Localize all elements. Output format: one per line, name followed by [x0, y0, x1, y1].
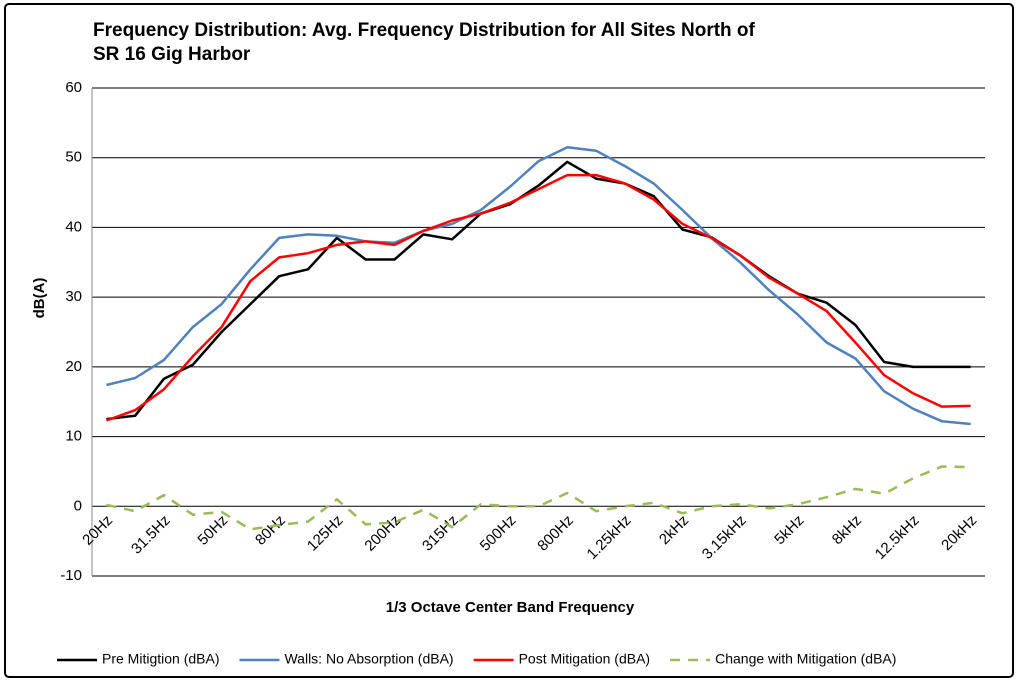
y-tick-label: 50 — [65, 149, 82, 166]
series-line — [105, 173, 971, 422]
series-line — [106, 465, 971, 531]
y-tick-label: 60 — [65, 79, 82, 96]
legend-label: Post Mitigation (dBA) — [519, 651, 651, 667]
legend-label: Change with Mitigation (dBA) — [715, 651, 896, 667]
y-tick-label: -10 — [60, 567, 82, 584]
y-tick-label: 40 — [65, 218, 82, 235]
chart-title: Frequency Distribution: Avg. Frequency D… — [93, 20, 756, 41]
y-tick-label: 20 — [65, 358, 82, 375]
legend-label: Walls: No Absorption (dBA) — [284, 651, 453, 667]
chart-title: SR 16 Gig Harbor — [93, 44, 251, 65]
series-line — [106, 160, 971, 421]
y-axis-title: dB(A) — [31, 278, 48, 319]
chart-frame — [4, 3, 1014, 678]
y-tick-label: 30 — [65, 288, 82, 305]
y-tick-label: 0 — [74, 497, 82, 514]
x-axis-title: 1/3 Octave Center Band Frequency — [386, 599, 635, 616]
series-line — [106, 146, 971, 426]
legend-label: Pre Mitigtion (dBA) — [102, 651, 219, 667]
y-tick-label: 10 — [65, 428, 82, 445]
